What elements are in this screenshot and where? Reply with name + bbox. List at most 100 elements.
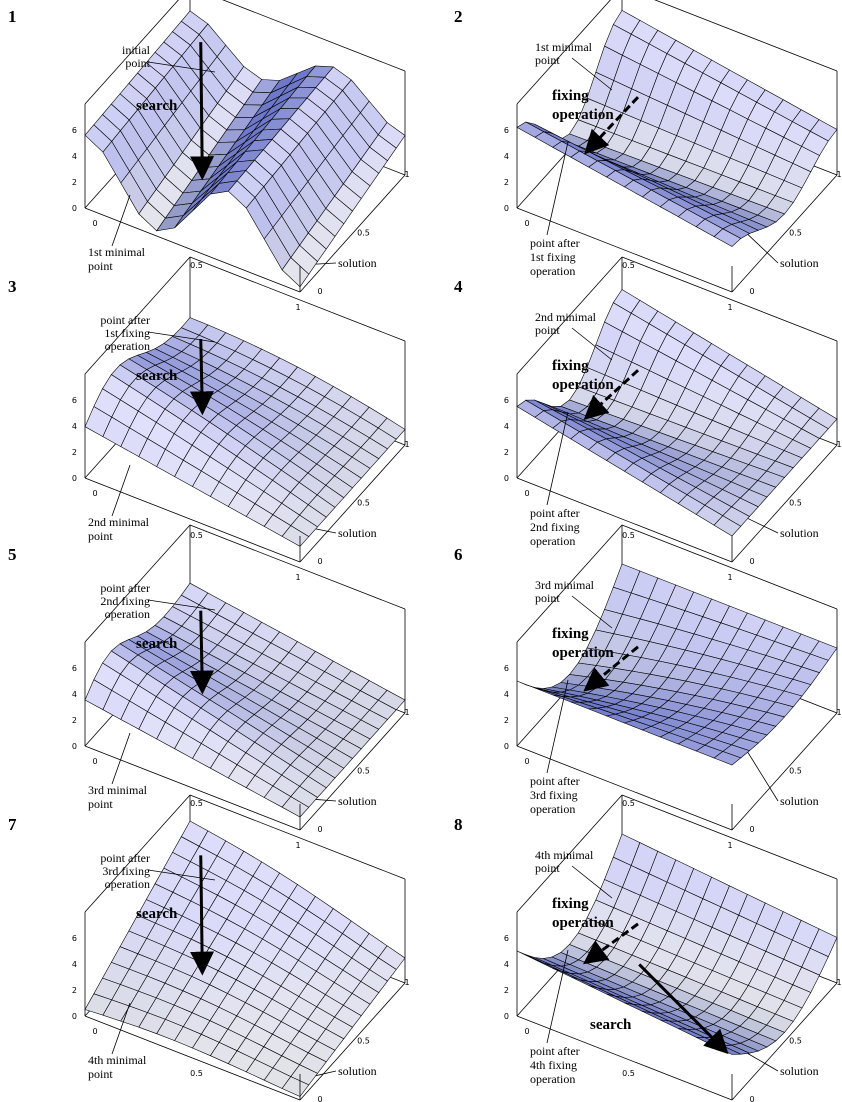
annotation: search [136,98,178,114]
leader-line [316,529,336,533]
x-tick-label: 0 [524,757,529,766]
x-tick-label: 1 [295,573,300,582]
z-tick-label: 6 [72,396,77,405]
panel-number: 5 [8,545,17,564]
y-tick-label: 1 [404,440,409,449]
annotation: search [136,368,178,384]
z-tick-label: 2 [72,986,77,995]
annotation: 3rd fixing [102,864,150,878]
annotation: operation [105,339,150,353]
annotation: point [535,53,560,67]
annotation: point after [530,1044,580,1058]
figure: 024600.5100.511initialpointsearch1st min… [0,0,842,1102]
annotation: operation [105,607,150,621]
annotation: point after [100,851,150,865]
annotation: 1st minimal [535,40,593,54]
annotation: 4th minimal [88,1053,147,1067]
x-tick-label: 0 [92,1027,97,1036]
y-tick-label: 1 [836,440,841,449]
y-tick-label: 0.5 [789,499,802,508]
z-tick-label: 4 [504,422,509,431]
annotation: 2nd fixing [100,594,150,608]
leader-line [112,733,130,784]
annotation: search [136,636,178,652]
annotation: point after [100,313,150,327]
y-tick-label: 0 [317,557,322,566]
search-arrow [201,339,203,406]
z-tick-label: 0 [504,742,509,751]
annotation: point [535,861,560,875]
z-tick-label: 2 [72,716,77,725]
z-tick-label: 0 [72,474,77,483]
annotation: 2nd fixing [530,520,580,534]
z-tick-label: 4 [72,960,77,969]
panel: 024600.5100.5163rd minimalpointfixingope… [454,525,842,850]
y-tick-label: 1 [836,170,841,179]
y-tick-label: 0 [749,287,754,296]
x-tick-label: 0.5 [622,799,635,808]
annotation: solution [780,794,819,808]
leader-line [748,518,778,533]
annotation: point [88,259,113,273]
z-tick-label: 6 [72,934,77,943]
annotation: 2nd minimal [535,310,597,324]
panel: 024600.5100.511initialpointsearch1st min… [8,0,410,312]
z-tick-label: 4 [72,152,77,161]
x-tick-label: 1 [295,841,300,850]
panel: 024600.5100.5121st minimalpointfixingope… [454,0,842,312]
annotation: initial [122,43,151,57]
annotation: search [136,906,178,922]
x-tick-label: 0 [524,1027,529,1036]
z-tick-label: 2 [72,448,77,457]
annotation: solution [338,526,377,540]
y-tick-label: 1 [404,170,409,179]
panel-number: 2 [454,7,463,26]
z-tick-label: 0 [72,742,77,751]
z-tick-label: 0 [504,1012,509,1021]
z-tick-label: 6 [72,126,77,135]
x-tick-label: 1 [727,841,732,850]
leader-line [748,1053,778,1071]
z-tick-label: 6 [504,934,509,943]
annotation: 4th fixing [530,1058,577,1072]
y-tick-label: 0 [317,825,322,834]
y-tick-label: 0 [749,557,754,566]
annotation: operation [552,645,614,661]
annotation: solution [338,1064,377,1078]
z-tick-label: 6 [504,396,509,405]
annotation: operation [552,915,614,931]
annotation: 1st fixing [104,326,150,340]
panel-number: 4 [454,277,463,296]
annotation: 3rd minimal [535,578,595,592]
z-tick-label: 0 [504,204,509,213]
y-tick-label: 0.5 [789,229,802,238]
x-tick-label: 0.5 [622,531,635,540]
z-tick-label: 2 [504,986,509,995]
annotation: point after [100,581,150,595]
x-tick-label: 0.5 [190,1069,203,1078]
x-tick-label: 1 [295,303,300,312]
annotation: point [88,1067,113,1081]
annotation: operation [530,534,575,548]
annotation: fixing [552,88,589,104]
leader-line [748,752,778,801]
annotation: operation [105,877,150,891]
leader-line [112,195,130,246]
z-tick-label: 6 [72,664,77,673]
annotation: solution [780,1064,819,1078]
x-tick-label: 0.5 [190,531,203,540]
search-arrow [201,611,203,686]
x-tick-label: 0 [524,219,529,228]
annotation: point [125,56,150,70]
leader-line [112,465,130,516]
annotation: operation [552,377,614,393]
z-tick-label: 0 [72,204,77,213]
z-tick-label: 6 [504,126,509,135]
x-tick-label: 1 [727,303,732,312]
z-tick-label: 4 [504,690,509,699]
leader-line [547,142,568,235]
y-tick-label: 0.5 [357,1037,370,1046]
x-tick-label: 0 [92,219,97,228]
annotation: 3rd fixing [530,788,578,802]
